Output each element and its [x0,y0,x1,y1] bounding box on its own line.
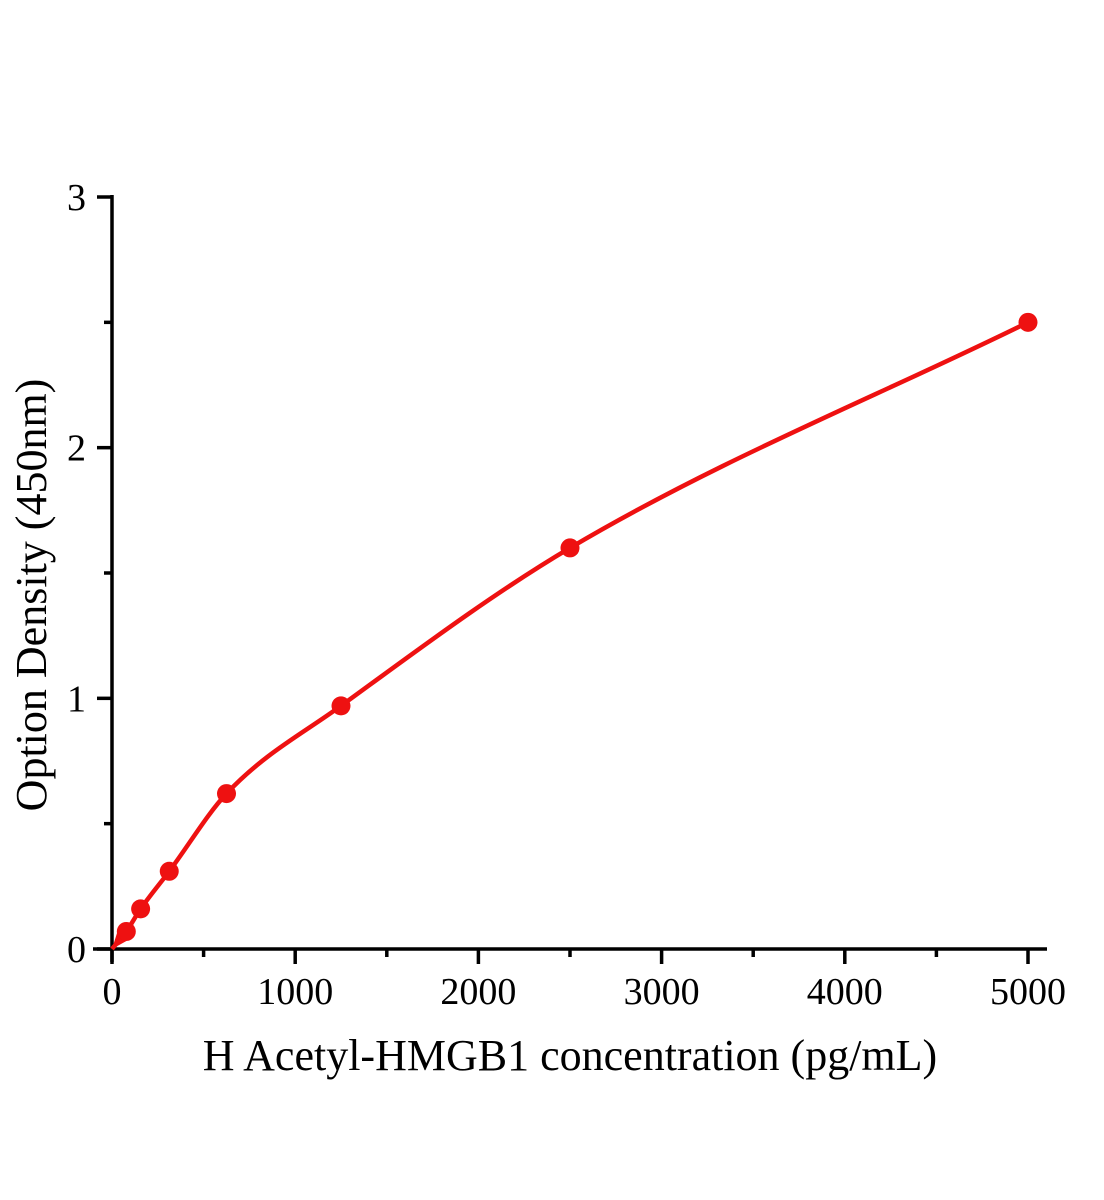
data-point [217,784,236,804]
x-tick-label: 2000 [440,971,516,1013]
y-tick-label: 3 [67,177,86,219]
y-tick-label: 1 [67,678,86,720]
axes [93,195,1047,962]
y-axis-title: Option Density (450nm) [7,379,56,812]
x-tick-label: 4000 [807,971,883,1013]
data-series [110,312,1038,951]
x-tick-label: 3000 [624,971,700,1013]
data-point [159,861,179,881]
y-tick-label: 0 [67,929,86,971]
tick-labels: 0 1000 2000 3000 4000 5000 0 1 2 3 [67,177,1066,1013]
data-point [116,921,136,941]
x-axis-title: H Acetyl-HMGB1 concentration (pg/mL) [203,1031,937,1080]
axis-ticks [97,195,1030,964]
x-tick-label: 0 [103,971,122,1013]
data-point [560,538,580,558]
x-tick-label: 5000 [990,971,1066,1013]
data-point [331,696,351,716]
data-point [131,899,151,919]
y-tick-label: 2 [67,428,86,470]
fit-curve [110,320,1029,951]
data-point [1018,312,1038,332]
x-tick-label: 1000 [257,971,333,1013]
